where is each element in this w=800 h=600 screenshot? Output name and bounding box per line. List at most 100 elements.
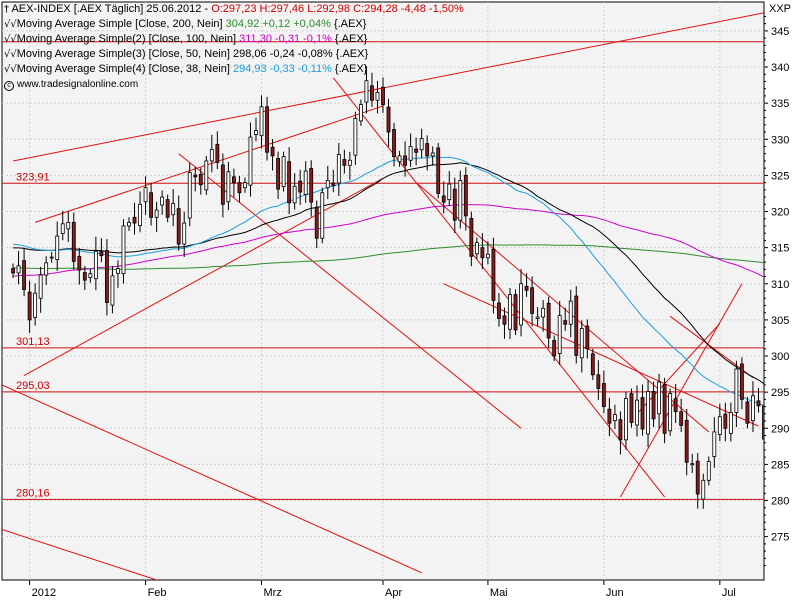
candle — [336, 143, 341, 196]
candle — [557, 300, 562, 365]
candle-body — [370, 85, 374, 101]
trend-line — [2, 384, 422, 574]
candle-body — [739, 363, 744, 400]
y-tick-label: 280 — [771, 496, 789, 508]
candle — [358, 99, 363, 126]
candle-body — [419, 138, 424, 151]
candle — [796, 316, 799, 370]
candle-body — [353, 117, 358, 156]
candle-body — [530, 287, 535, 314]
y-tick-label: 290 — [771, 423, 789, 435]
candle — [198, 167, 203, 195]
candle-body — [452, 188, 457, 221]
candle-body — [55, 235, 60, 260]
candle — [607, 397, 612, 437]
ma-value: 298,06 -0,24 -0,08% — [233, 48, 333, 60]
ma-legend-3: √√Moving Average Simple(3) [Close, 50, N… — [4, 47, 368, 62]
candle — [121, 219, 126, 284]
candle-body — [342, 159, 347, 166]
candle — [618, 411, 623, 455]
candle-body — [276, 158, 281, 190]
ma-label: Moving Average Simple(4) [Close, 38, Nei… — [16, 63, 233, 75]
candle — [176, 195, 181, 251]
candle-body — [585, 325, 590, 350]
candle — [541, 300, 546, 332]
candle-body — [751, 395, 755, 422]
candle — [93, 236, 98, 291]
level-label: 323,91 — [16, 171, 50, 183]
candle-body — [386, 106, 391, 133]
candle-body — [243, 182, 247, 189]
candle — [751, 381, 755, 433]
candle — [728, 402, 733, 442]
candle — [452, 177, 457, 234]
candle — [596, 360, 601, 400]
candle-body — [430, 152, 435, 157]
candle-body — [33, 292, 38, 318]
candle-body — [790, 334, 793, 346]
candle — [160, 190, 165, 215]
candle-body — [171, 203, 176, 216]
candle — [756, 387, 761, 413]
candle-body — [88, 273, 93, 279]
candle-body — [723, 413, 728, 429]
candle — [215, 131, 220, 170]
candle — [469, 211, 474, 267]
candle — [292, 173, 297, 210]
candle-body — [309, 168, 314, 203]
candle-body — [425, 143, 430, 157]
candle-body — [38, 274, 43, 299]
candle-body — [364, 80, 369, 103]
y-tick-label: 340 — [771, 62, 789, 74]
trend-line — [12, 12, 764, 162]
candle — [590, 348, 595, 380]
candle-body — [99, 250, 104, 256]
candle — [436, 142, 441, 199]
candle-body — [557, 315, 562, 354]
candle — [27, 280, 32, 333]
candle — [640, 384, 645, 436]
candle — [745, 396, 750, 429]
candle-body — [127, 221, 131, 227]
candle-body — [381, 86, 385, 105]
candle — [530, 276, 535, 327]
candle-body — [458, 180, 463, 221]
y-tick-label: 330 — [771, 134, 789, 146]
candle-body — [314, 206, 319, 239]
candle — [381, 77, 385, 113]
candle — [226, 161, 231, 211]
candle-body — [320, 192, 325, 239]
candle — [298, 169, 303, 206]
candle-body — [182, 222, 187, 245]
candle — [458, 170, 463, 229]
copyright-note: c www.tradesignalonline.com — [4, 79, 138, 91]
candle — [612, 404, 617, 429]
candle — [209, 134, 214, 173]
candle — [309, 160, 314, 217]
trend-line — [443, 283, 759, 427]
candle-body — [358, 104, 363, 122]
candle — [149, 182, 154, 226]
candle — [441, 181, 446, 214]
copyright-icon: c — [4, 81, 14, 91]
candle — [513, 289, 518, 336]
candle-body — [198, 173, 203, 186]
candle-body — [596, 374, 601, 389]
candle-body — [292, 185, 297, 204]
trend-line — [620, 283, 743, 498]
candle-body — [49, 256, 54, 259]
candle — [524, 273, 529, 297]
candle-body — [480, 247, 485, 259]
candle-body — [706, 461, 711, 481]
candle — [347, 151, 352, 180]
candle-body — [502, 315, 507, 325]
candle — [635, 385, 639, 437]
candle-body — [535, 316, 540, 319]
indicator-icon: √√ — [4, 49, 17, 60]
candle — [375, 80, 380, 114]
x-tick-label: Jun — [606, 587, 624, 599]
candle — [397, 150, 402, 167]
candle — [193, 166, 198, 192]
x-tick-label: Feb — [148, 587, 167, 599]
candle-body — [248, 136, 253, 186]
